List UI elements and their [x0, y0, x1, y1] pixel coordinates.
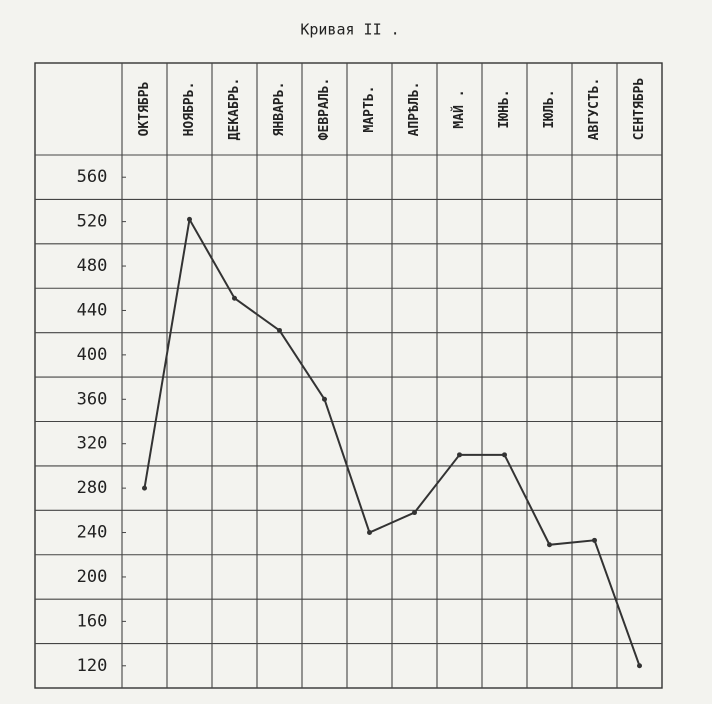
y-tick-label: 400 — [77, 345, 108, 365]
x-tick-label: ІЮНЬ. — [497, 89, 512, 128]
point — [412, 510, 417, 516]
point — [457, 452, 462, 458]
y-tick-label: 200 — [77, 567, 108, 587]
x-tick-label: СЕНТЯБРЬ — [632, 78, 647, 141]
point — [547, 542, 552, 548]
y-tick-label: 440 — [77, 300, 108, 320]
x-tick-label: АПРѢЛЬ. — [407, 82, 422, 137]
y-tick-label: 520 — [77, 212, 108, 232]
point — [592, 537, 597, 543]
x-tick-label: ІЮЛЬ. — [542, 89, 557, 128]
x-tick-label: НОЯБРЬ. — [182, 82, 197, 137]
x-tick-label: МАРТЬ. — [362, 86, 377, 133]
point — [187, 216, 192, 222]
point — [367, 530, 372, 536]
y-tick-label: 160 — [77, 611, 108, 631]
y-tick-label: 240 — [77, 523, 108, 543]
point — [277, 327, 282, 333]
x-tick-label: МАЙ . — [451, 89, 467, 128]
y-tick-label: 120 — [77, 656, 108, 676]
point — [142, 485, 147, 491]
y-tick-label: 560 — [77, 167, 108, 187]
line — [143, 216, 641, 667]
point — [502, 452, 507, 458]
x-tick-label: ЯНВАРЬ. — [272, 82, 287, 137]
x-tick-label: ОКТЯБРЬ — [137, 81, 152, 136]
point — [232, 295, 237, 301]
y-tick-label: 320 — [77, 434, 108, 454]
x-tick-label: ДЕКАБРЬ. — [227, 78, 242, 141]
table-frame — [34, 62, 663, 689]
chart-title: Кривая II . — [300, 21, 399, 39]
y-tick-label: 360 — [77, 389, 108, 409]
x-tick-label: АВГУСТЬ. — [587, 78, 602, 141]
x-tick-label: ФЕВРАЛЬ. — [317, 78, 332, 141]
y-tick-label: 480 — [77, 256, 108, 276]
point — [637, 663, 642, 669]
y-tick-label: 280 — [77, 478, 108, 498]
point — [322, 396, 327, 402]
